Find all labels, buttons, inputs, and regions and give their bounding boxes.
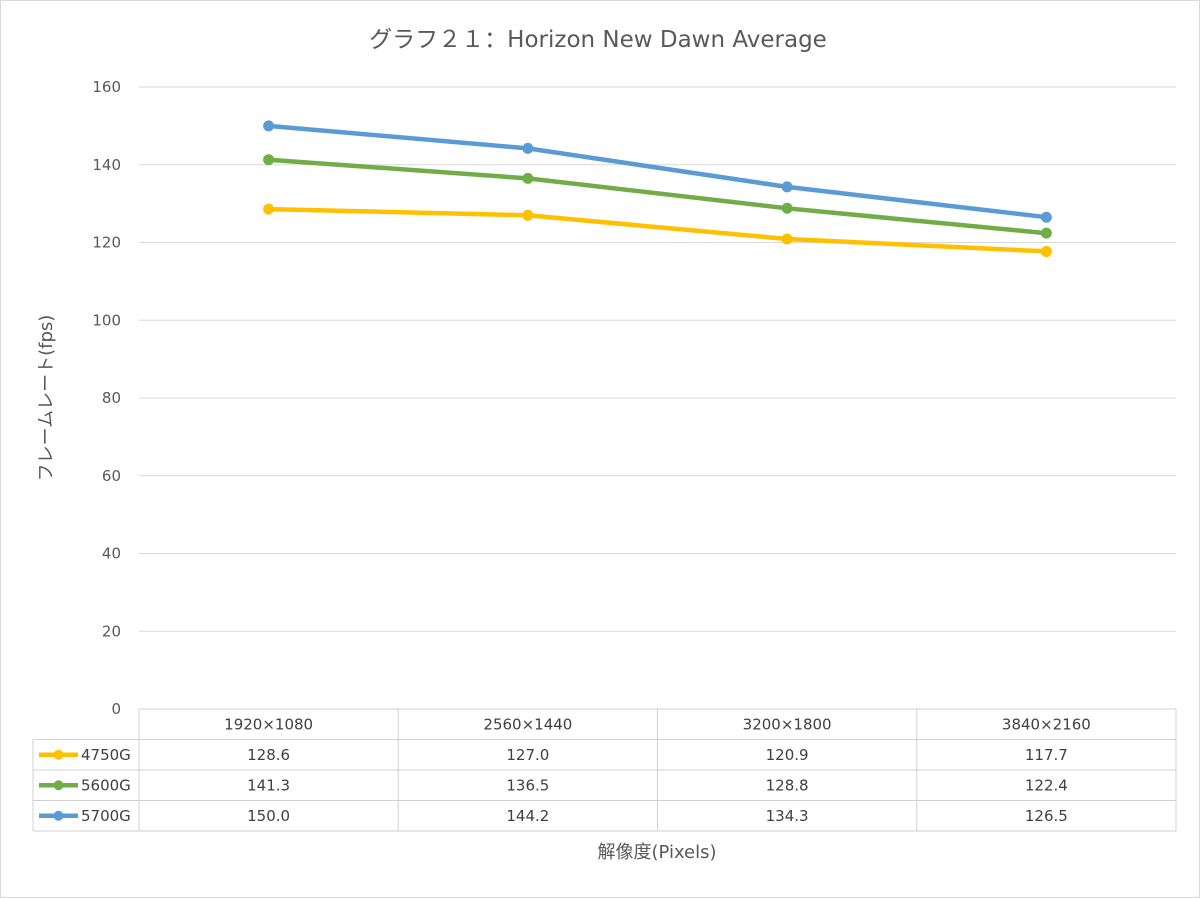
data-point [1040, 211, 1052, 223]
data-point [263, 203, 275, 215]
y-axis-ticks: 0 20 40 60 80 100 120 140 160 [92, 78, 121, 718]
x-category-label: 3200×1800 [743, 715, 832, 733]
y-tick-label: 140 [92, 156, 121, 174]
legend-marker [53, 749, 64, 760]
series-4750G [263, 203, 1052, 257]
series-line [266, 206, 1049, 254]
y-axis-title: フレームレート(fps) [36, 315, 57, 482]
x-category-label: 3840×2160 [1002, 715, 1091, 733]
legend-marker [53, 780, 64, 791]
data-table-value: 117.7 [1025, 746, 1068, 764]
legend-label: 5600G [81, 776, 131, 794]
data-point [263, 154, 275, 166]
data-table-value: 141.3 [247, 776, 290, 794]
legend-key-5700G [39, 810, 78, 821]
data-point [522, 142, 534, 154]
series-line [266, 123, 1049, 220]
y-tick-label: 60 [102, 467, 121, 485]
data-table-value: 122.4 [1025, 776, 1068, 794]
series-5600G [263, 154, 1052, 239]
legend-key-4750G [39, 749, 78, 760]
data-point [1040, 245, 1052, 257]
data-point [781, 233, 793, 245]
data-point [781, 202, 793, 214]
data-table: 1920×1080 2560×1440 3200×1800 3840×2160 4750… [32, 708, 1177, 832]
data-table-value: 150.0 [247, 807, 290, 825]
y-tick-label: 100 [92, 311, 121, 329]
data-point [522, 209, 534, 221]
y-tick-label: 80 [102, 389, 121, 407]
data-point [522, 172, 534, 184]
data-table-value: 126.5 [1025, 807, 1068, 825]
data-point [263, 120, 275, 132]
data-table-value: 128.6 [247, 746, 290, 764]
data-table-value: 136.5 [506, 776, 549, 794]
data-point [781, 181, 793, 193]
data-table-value: 120.9 [766, 746, 809, 764]
y-tick-label: 160 [92, 78, 121, 96]
legend-label: 4750G [81, 746, 131, 764]
legend-label: 5700G [81, 807, 131, 825]
legend-key-5600G [39, 780, 78, 791]
data-table-value: 144.2 [506, 807, 549, 825]
y-tick-label: 120 [92, 234, 121, 252]
y-tick-label: 20 [102, 622, 121, 640]
y-tick-label: 0 [111, 700, 121, 718]
data-point [1040, 227, 1052, 239]
data-table-value: 127.0 [506, 746, 549, 764]
data-table-value: 128.8 [766, 776, 809, 794]
x-axis-title: 解像度(Pixels) [597, 842, 716, 863]
series-line [266, 157, 1049, 236]
x-category-label: 1920×1080 [224, 715, 313, 733]
gridlines [139, 86, 1176, 632]
legend-marker [53, 810, 64, 821]
series-5700G [263, 120, 1052, 223]
series-lines [263, 120, 1052, 257]
chart-title: グラフ２１：Horizon New Dawn Average [369, 27, 827, 53]
y-tick-label: 40 [102, 545, 121, 563]
x-category-label: 2560×1440 [483, 715, 572, 733]
data-table-value: 134.3 [766, 807, 809, 825]
